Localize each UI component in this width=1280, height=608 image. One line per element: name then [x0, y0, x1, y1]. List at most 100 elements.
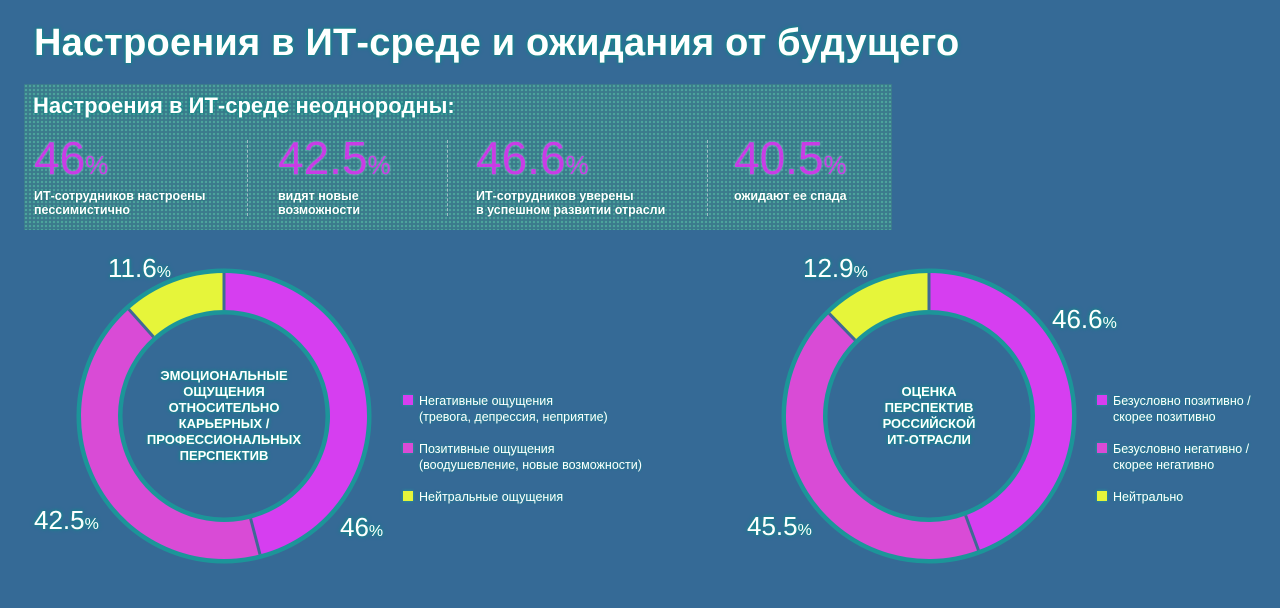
stat-label: ИТ-сотрудников настроены пессимистично: [34, 189, 205, 217]
legend-swatch: [403, 491, 413, 501]
slice-value: 42.5: [34, 505, 85, 535]
legend-label: Негативные ощущения (тревога, депрессия, …: [419, 393, 608, 425]
stat-divider: [447, 140, 448, 216]
slice-separator: [127, 308, 155, 338]
stat-item: 40.5% ожидают ее спада: [734, 134, 847, 203]
donut-center-line: ОЦЕНКА: [901, 384, 957, 399]
legend-label: Безусловно позитивно / скорее позитивно: [1113, 393, 1251, 425]
stats-panel: Настроения в ИТ-среде неоднородны: 46% ИТ…: [24, 84, 892, 230]
slice-unit: %: [853, 264, 868, 281]
slice-unit: %: [797, 522, 812, 539]
donut-center-line: ОТНОСИТЕЛЬНО: [168, 400, 280, 415]
slice-value: 11.6: [108, 253, 157, 283]
donut-slice: [786, 313, 979, 559]
donut-center-line: ПЕРСПЕКТИВ: [179, 448, 269, 463]
slice-value-label: 11.6%: [108, 253, 171, 284]
donut-center-line: ОЩУЩЕНИЯ: [183, 384, 265, 399]
donut-inner-glow: [117, 309, 331, 523]
stat-number: 46: [34, 132, 86, 184]
stat-label: видят новые возможности: [278, 189, 391, 217]
stat-label: ожидают ее спада: [734, 189, 847, 203]
donut-center-line: РОССИЙСКОЙ: [882, 416, 976, 431]
donut-slice: [80, 309, 260, 559]
stat-divider: [707, 140, 708, 216]
legend-label-line: (тревога, депрессия, неприятие): [419, 410, 608, 424]
stat-label-line: пессимистично: [34, 203, 131, 217]
stat-item: 46.6% ИТ-сотрудников уверены в успешном ра…: [476, 134, 665, 217]
donut-center-line: ИТ-ОТРАСЛИ: [887, 432, 971, 447]
slice-value-label: 12.9%: [803, 253, 868, 284]
donut-center-title: ЭМОЦИОНАЛЬНЫЕ ОЩУЩЕНИЯ ОТНОСИТЕЛЬНО КАРЬЕРН…: [129, 368, 319, 464]
legend-swatch: [1097, 395, 1107, 405]
legend-label: Нейтральные ощущения: [419, 489, 563, 505]
slice-value: 12.9: [803, 253, 854, 283]
legend-label: Нейтрально: [1113, 489, 1183, 505]
donut-center-line: ПРОФЕССИОНАЛЬНЫХ: [146, 432, 302, 447]
slice-value-label: 42.5%: [34, 505, 99, 536]
donut-center-line: ПЕРСПЕКТИВ: [884, 400, 974, 415]
stat-label-line: возможности: [278, 203, 361, 217]
legend-label-line: скорее негативно: [1113, 458, 1215, 472]
donut-slice: [128, 273, 224, 337]
legend-swatch: [403, 395, 413, 405]
stat-item: 42.5% видят новые возможности: [278, 134, 391, 217]
stat-number: 42.5: [278, 132, 368, 184]
slice-separator: [964, 514, 980, 551]
stat-unit: %: [367, 150, 391, 180]
stats-heading: Настроения в ИТ-среде неоднородны:: [33, 93, 455, 118]
donut-outer-glow: [76, 268, 372, 564]
stat-number: 46.6: [476, 132, 566, 184]
slice-value: 46: [340, 512, 369, 542]
slice-unit: %: [1102, 315, 1117, 332]
stat-label-line: в успешном развитии отрасли: [476, 203, 666, 217]
slice-value: 46.6: [1052, 304, 1103, 334]
donut-chart: [781, 268, 1077, 564]
stat-unit: %: [565, 150, 589, 180]
stat-label: ИТ-сотрудников уверены в успешном развити…: [476, 189, 665, 217]
legend-label-line: Безусловно негативно /: [1113, 442, 1250, 456]
slice-value: 45.5: [747, 511, 798, 541]
stat-label-line: видят новые: [278, 189, 359, 203]
stat-unit: %: [85, 150, 109, 180]
donut-center-line: ЭМОЦИОНАЛЬНЫЕ: [160, 368, 288, 383]
legend-swatch: [1097, 443, 1107, 453]
legend-label-line: Нейтрально: [1113, 490, 1184, 504]
slice-unit: %: [84, 516, 99, 533]
legend-label-line: Нейтральные ощущения: [419, 490, 564, 504]
legend-swatch: [403, 443, 413, 453]
stat-value: 42.5%: [278, 134, 391, 189]
legend-label-line: Позитивные ощущения: [419, 442, 555, 456]
slice-value-label: 46%: [340, 512, 383, 543]
legend-label-line: Безусловно позитивно /: [1113, 394, 1251, 408]
stat-unit: %: [823, 150, 847, 180]
page-title: Настроения в ИТ-среде и ожидания от буду…: [34, 22, 960, 64]
legend-label-line: (воодушевление, новые возможности): [419, 458, 642, 472]
slice-value-label: 45.5%: [747, 511, 812, 542]
legend-swatch: [1097, 491, 1107, 501]
donut-chart: [76, 268, 372, 564]
stat-label-line: ИТ-сотрудников уверены: [476, 189, 634, 203]
donut-center-line: КАРЬЕРНЫХ /: [178, 416, 270, 431]
donut-inner-glow: [822, 309, 1036, 523]
stat-divider: [247, 140, 248, 216]
legend-label: Безусловно негативно / скорее негативно: [1113, 441, 1249, 473]
slice-separator: [828, 312, 857, 342]
donut-slice: [829, 273, 929, 341]
donut-center-title: ОЦЕНКА ПЕРСПЕКТИВ РОССИЙСКОЙ ИТ-ОТРАСЛИ: [844, 384, 1014, 448]
stat-item: 46% ИТ-сотрудников настроены пессимистично: [34, 134, 205, 217]
stat-label-line: ожидают ее спада: [734, 189, 847, 203]
slice-unit: %: [156, 264, 171, 281]
legend-label-line: Негативные ощущения: [419, 394, 553, 408]
stat-label-line: ИТ-сотрудников настроены: [34, 189, 206, 203]
donut-slice: [929, 273, 1072, 551]
stat-number: 40.5: [734, 132, 824, 184]
slice-separator: [249, 518, 262, 555]
slice-unit: %: [368, 523, 384, 540]
legend-label: Позитивные ощущения (воодушевление, новые…: [419, 441, 642, 473]
legend-label-line: скорее позитивно: [1113, 410, 1216, 424]
stat-value: 46.6%: [476, 134, 665, 189]
slice-value-label: 46.6%: [1052, 304, 1117, 335]
stat-value: 46%: [34, 134, 205, 189]
donut-slice: [224, 273, 367, 555]
donut-outer-glow: [781, 268, 1077, 564]
